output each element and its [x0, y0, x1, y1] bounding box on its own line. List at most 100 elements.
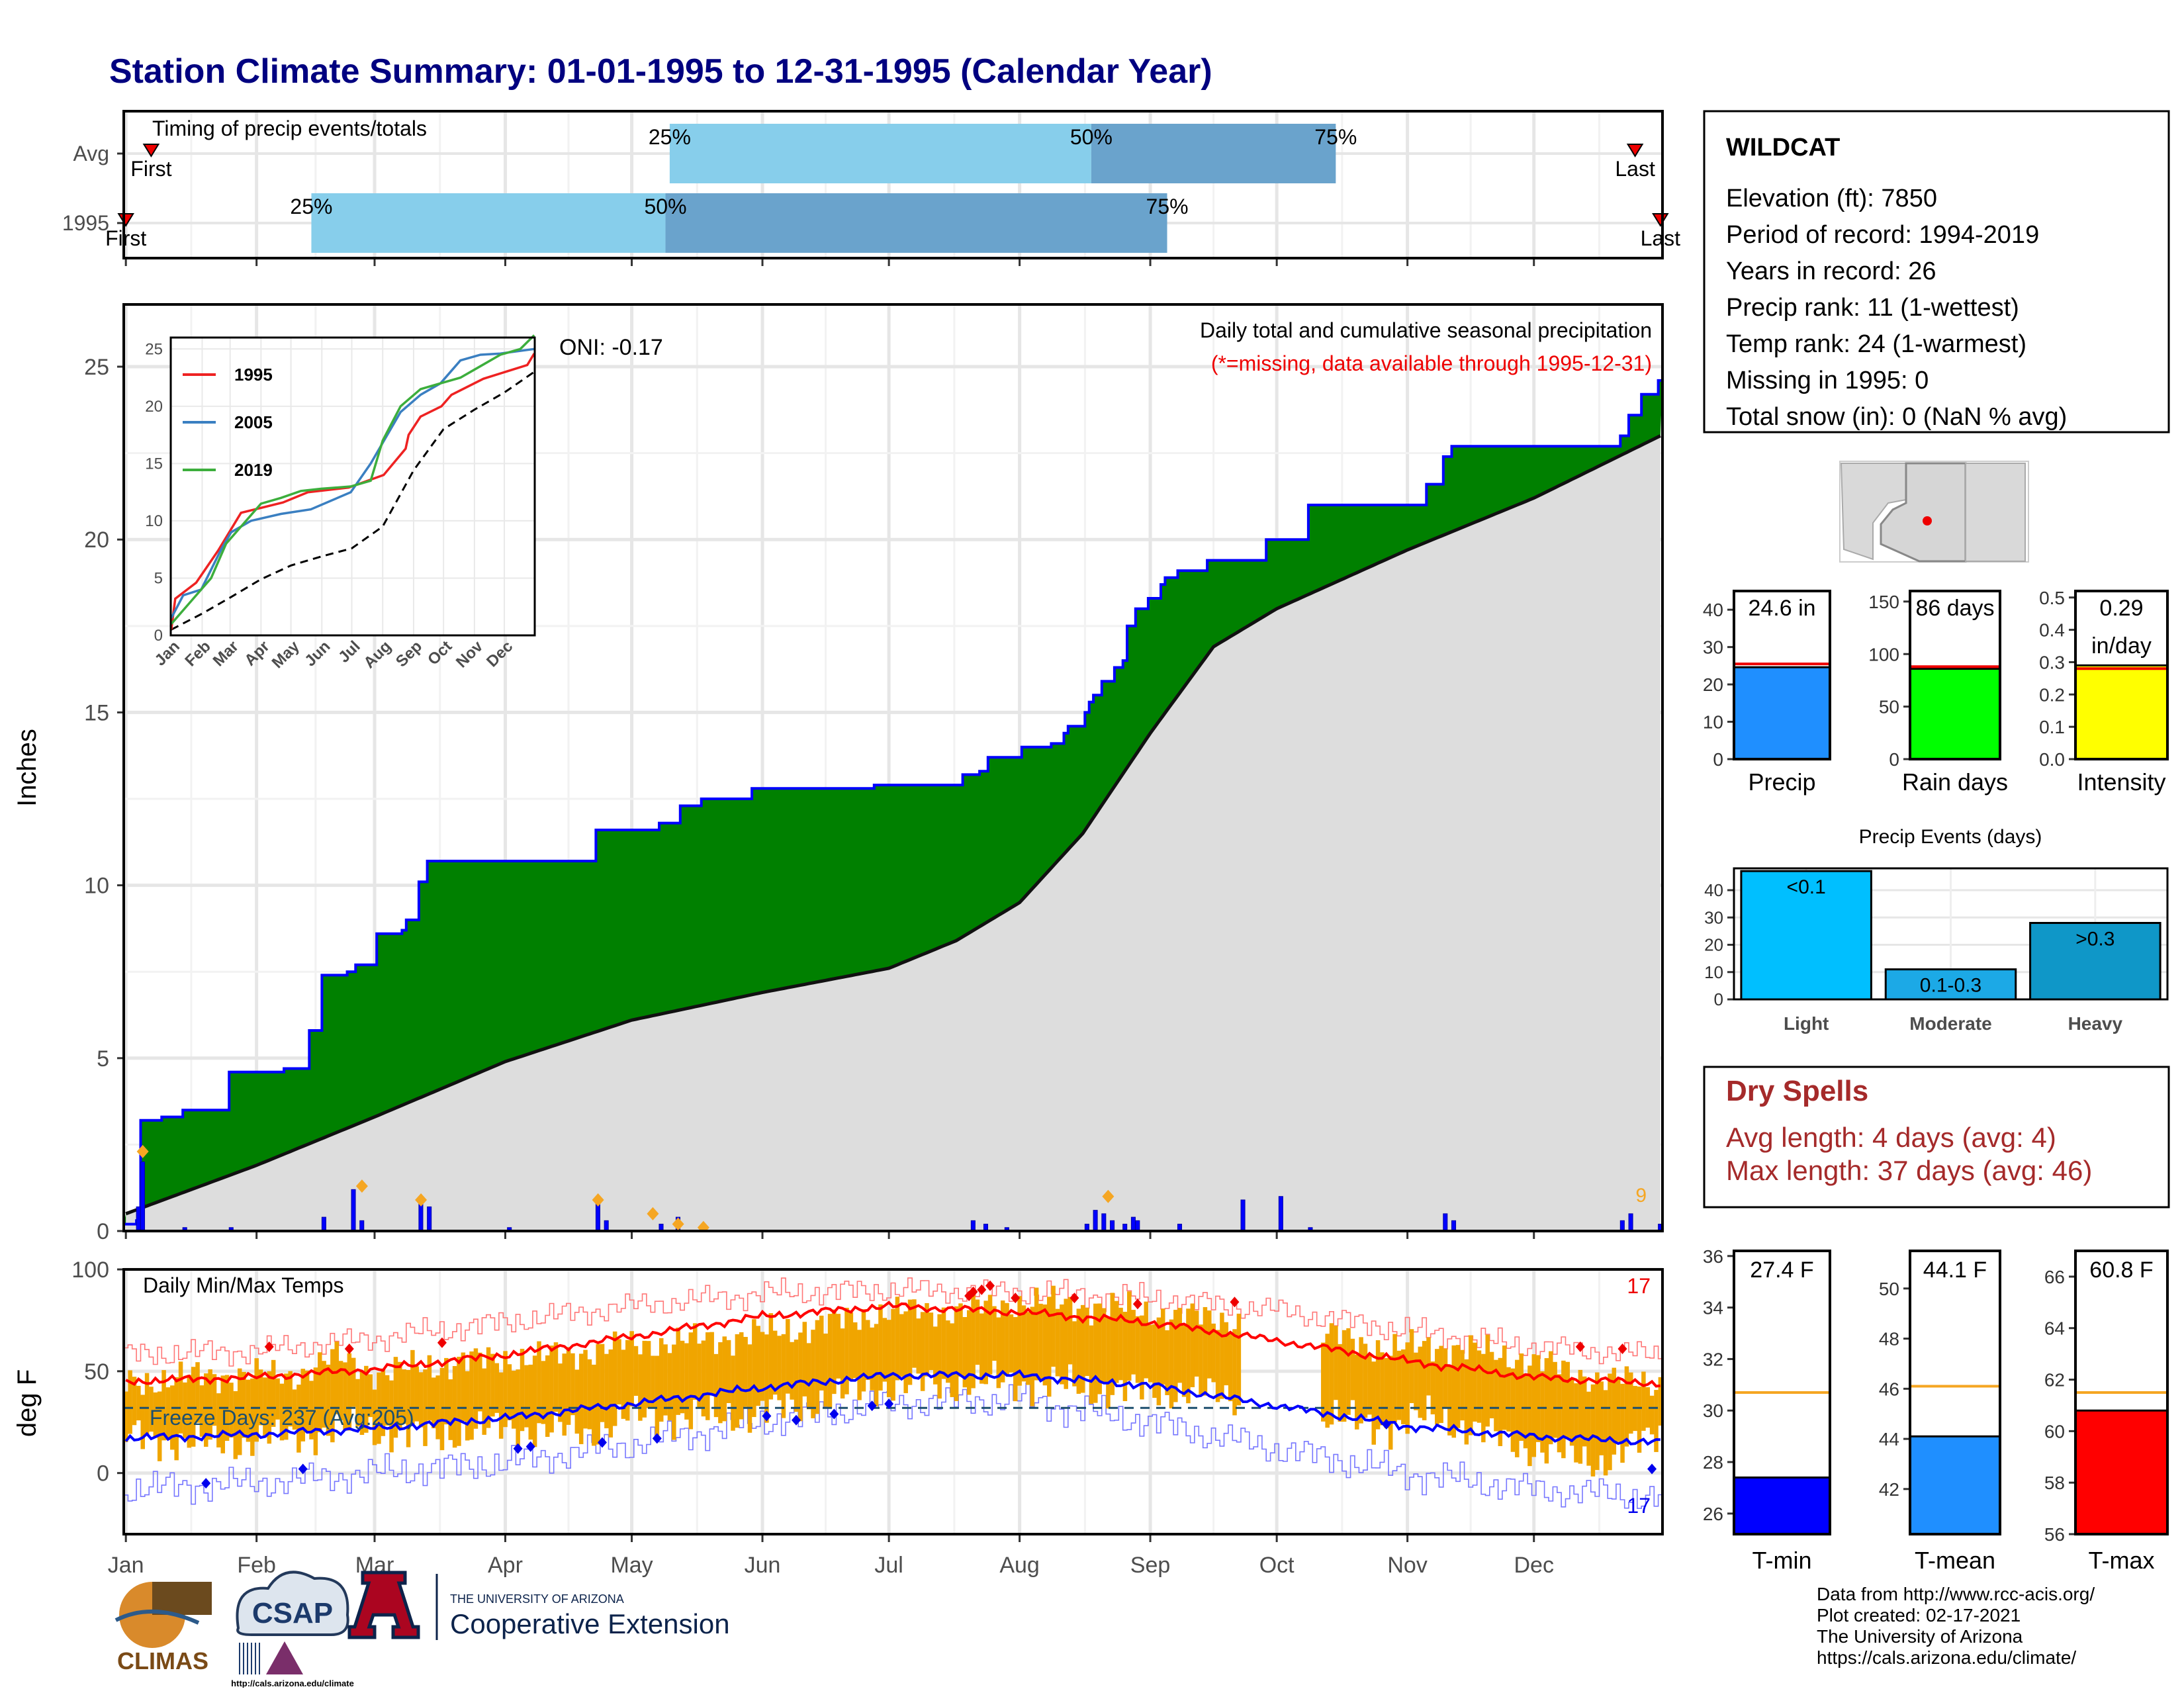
- events-y-tick-label: 10: [1704, 962, 1723, 982]
- temp-bar-y-tick-label: 42: [1879, 1479, 1899, 1500]
- daily-temp-bar: [790, 1342, 794, 1400]
- daily-temp-bar: [772, 1330, 778, 1395]
- daily-temp-bar: [1165, 1330, 1169, 1395]
- daily-temp-bar: [532, 1355, 537, 1447]
- daily-temp-bar: [381, 1368, 386, 1436]
- month-label: Dec: [1514, 1553, 1553, 1578]
- daily-temp-bar: [1498, 1357, 1503, 1446]
- daily-temp-bar: [284, 1373, 289, 1440]
- record-low-marker-icon: [652, 1433, 662, 1444]
- record-min-count: 17: [1627, 1494, 1651, 1518]
- daily-temp-bar: [756, 1326, 760, 1406]
- daily-temp-bar: [832, 1309, 837, 1394]
- daily-temp-bar: [971, 1295, 976, 1389]
- daily-precip-bar: [604, 1220, 609, 1231]
- daily-temp-bar: [292, 1389, 297, 1430]
- daily-temp-bar: [136, 1385, 141, 1421]
- temp-y-tick-label: 50: [84, 1359, 109, 1385]
- timing-marker-icon: [142, 144, 160, 158]
- mini-bar-y-tick-label: 0.0: [2039, 749, 2065, 770]
- daily-temp-bar: [840, 1328, 845, 1399]
- daily-temp-bar: [1553, 1361, 1557, 1438]
- credit-line: Data from http://www.rcc-acis.org/: [1817, 1584, 2095, 1604]
- station-info-line: Precip rank: 11 (1-wettest): [1726, 294, 2019, 322]
- daily-temp-bar: [705, 1332, 710, 1420]
- precip-record-marker-icon: [647, 1207, 659, 1220]
- temp-bar-border: [1733, 1250, 1831, 1535]
- daily-temp-bar: [157, 1391, 162, 1461]
- daily-temp-bar: [183, 1382, 187, 1438]
- csap-url-text: http://cals.arizona.edu/climate: [231, 1678, 354, 1688]
- temp-bar-border: [1909, 1250, 2001, 1535]
- daily-temp-bar: [764, 1334, 769, 1423]
- daily-temp-bar: [562, 1353, 567, 1436]
- daily-temp-bar: [1068, 1297, 1073, 1365]
- temp-y-tick-label: 0: [97, 1461, 109, 1486]
- daily-temp-bar: [1396, 1350, 1402, 1420]
- daily-temp-bar: [1199, 1324, 1203, 1394]
- record-low-marker-icon: [829, 1408, 839, 1420]
- events-category-label: Moderate: [1909, 1013, 1991, 1034]
- daily-temp-bar: [1101, 1308, 1107, 1383]
- daily-temp-bar: [1325, 1334, 1330, 1428]
- daily-temp-bar: [946, 1320, 950, 1383]
- daily-temp-bar: [220, 1375, 226, 1453]
- record-high-marker-icon: [437, 1337, 447, 1348]
- daily-temp-bar: [621, 1349, 626, 1419]
- daily-temp-bar: [752, 1319, 756, 1418]
- mini-bar-value: [1909, 667, 2001, 760]
- map-state-east: [1965, 463, 2026, 562]
- daily-precip-bar: [1177, 1224, 1183, 1231]
- daily-temp-bar: [1645, 1387, 1651, 1428]
- timing-pct-label: 75%: [1314, 125, 1357, 149]
- daily-temp-bar: [848, 1312, 854, 1380]
- record-high-marker-icon: [1132, 1299, 1142, 1310]
- climas-block-icon: [152, 1582, 212, 1615]
- daily-precip-bar: [970, 1220, 976, 1231]
- daily-precip-bar: [1004, 1227, 1009, 1231]
- daily-temp-bar: [929, 1312, 934, 1371]
- daily-temp-bar: [435, 1375, 440, 1440]
- daily-temp-bar: [1658, 1377, 1662, 1426]
- daily-temp-bar: [1186, 1308, 1191, 1404]
- mini-bar-value-label: 86 days: [1915, 596, 1994, 621]
- daily-temp-bar: [731, 1355, 735, 1431]
- timing-bar-q2: [669, 124, 1091, 183]
- daily-temp-bar: [1355, 1354, 1359, 1430]
- station-info-box: WILDCAT Elevation (ft): 7850 Period of rec…: [1703, 110, 2170, 434]
- daily-temp-bar: [735, 1334, 740, 1428]
- daily-temp-bar: [1510, 1368, 1516, 1452]
- daily-temp-bar: [494, 1363, 500, 1413]
- daily-temp-bar: [1038, 1303, 1043, 1381]
- csap-mountain-icon: [266, 1641, 303, 1674]
- month-label: Jan: [108, 1553, 144, 1578]
- record-high-marker-icon: [1011, 1293, 1021, 1304]
- inset-average-line: [171, 371, 535, 631]
- timing-bar-q2: [311, 193, 666, 253]
- mini-bar-y-tick-label: 0.3: [2039, 652, 2065, 672]
- daily-temp-bar: [250, 1378, 255, 1456]
- daily-temp-bar: [651, 1355, 655, 1408]
- daily-temp-bar: [726, 1340, 731, 1404]
- precip-y-tick-label: 5: [97, 1046, 109, 1072]
- record-high-marker-icon: [977, 1284, 987, 1295]
- daily-temp-bar: [537, 1341, 541, 1424]
- daily-temp-bar: [1620, 1383, 1625, 1463]
- daily-temp-bar: [617, 1339, 621, 1404]
- daily-temp-bar: [672, 1344, 676, 1440]
- precip-y-tick-label: 10: [84, 874, 109, 899]
- daily-temp-bar: [587, 1359, 592, 1430]
- daily-temp-bar: [1080, 1304, 1085, 1393]
- daily-temp-bar: [852, 1322, 858, 1379]
- temp-bar-chart-t-min: 26 28 30 32 34 36 27.4 F T-min: [1703, 1246, 1831, 1574]
- record-low-marker-icon: [762, 1410, 772, 1422]
- station-info-line: Years in record: 26: [1726, 257, 1936, 285]
- daily-temp-bar: [368, 1374, 373, 1418]
- precip-annotation-missing: (*=missing, data available through 1995-…: [1211, 351, 1652, 375]
- temp-bar-y-tick-label: 62: [2044, 1370, 2065, 1391]
- daily-temp-bar: [612, 1331, 617, 1426]
- station-info-line: Period of record: 1994-2019: [1726, 221, 2039, 249]
- temp-bar-value: [1733, 1476, 1831, 1535]
- daily-temp-bar: [520, 1348, 525, 1432]
- inset-y-tick-label: 0: [154, 627, 163, 645]
